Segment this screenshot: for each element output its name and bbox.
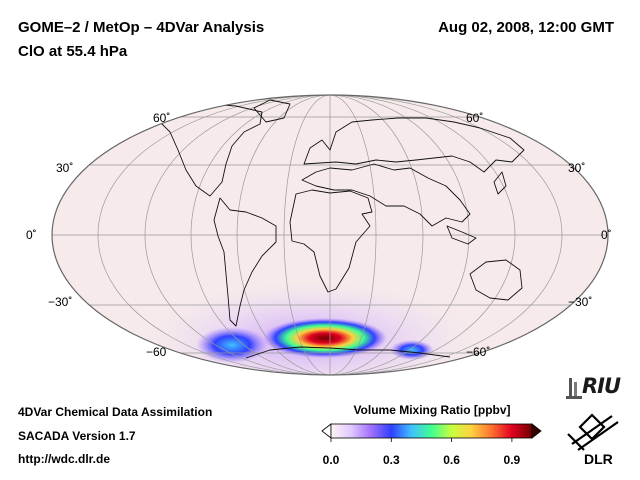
lat-label-right-0: 0˚ <box>601 228 612 242</box>
map-subtitle: ClO at 55.4 hPa <box>18 43 128 60</box>
map-border <box>51 94 609 376</box>
dlr-logo-text: DLR <box>584 451 613 467</box>
analysis-datetime: Aug 02, 2008, 12:00 GMT <box>438 19 614 36</box>
footer-line-2: SACADA Version 1.7 <box>18 429 136 443</box>
dlr-logo-icon <box>567 413 619 451</box>
clo-blob-west <box>196 327 268 363</box>
lat-label-right-minus-30: −30˚ <box>568 295 592 309</box>
colorbar-over-arrow <box>531 423 542 439</box>
riu-logo-text: RIU <box>582 374 621 398</box>
lat-label-right-30: 30˚ <box>568 161 585 175</box>
world-map: 60˚ 30˚ 0˚ −30˚ −60 60˚ 30˚ 0˚ −30˚ −60˚ <box>26 94 612 376</box>
colorbar-scale <box>330 423 533 439</box>
colorbar-under-arrow <box>321 423 332 439</box>
lat-label-left-minus-30: −30˚ <box>48 295 72 309</box>
lat-label-right-60: 60˚ <box>466 111 483 125</box>
colorbar-tick-label: 0.9 <box>503 453 521 467</box>
lat-label-left-0: 0˚ <box>26 228 37 242</box>
colorbar-tick-label: 0.6 <box>443 453 460 467</box>
colorbar-title: Volume Mixing Ratio [ppbv] <box>353 403 511 417</box>
lat-label-left-minus-60: −60 <box>146 345 167 359</box>
footer-url: http://wdc.dlr.de <box>18 452 110 466</box>
coastlines <box>161 99 525 359</box>
riu-logo-icon <box>566 378 582 399</box>
lat-label-left-60: 60˚ <box>153 111 170 125</box>
map-title: GOME–2 / MetOp – 4DVar Analysis <box>18 19 265 36</box>
colorbar-tick-label: 0.3 <box>382 453 400 467</box>
footer-line-1: 4DVar Chemical Data Assimilation <box>18 405 213 419</box>
colorbar-tick-label: 0.0 <box>322 453 340 467</box>
lat-label-right-minus-60: −60˚ <box>466 345 490 359</box>
clo-maximum <box>263 318 387 358</box>
lat-label-left-30: 30˚ <box>56 161 73 175</box>
clo-blob-east <box>390 340 434 360</box>
